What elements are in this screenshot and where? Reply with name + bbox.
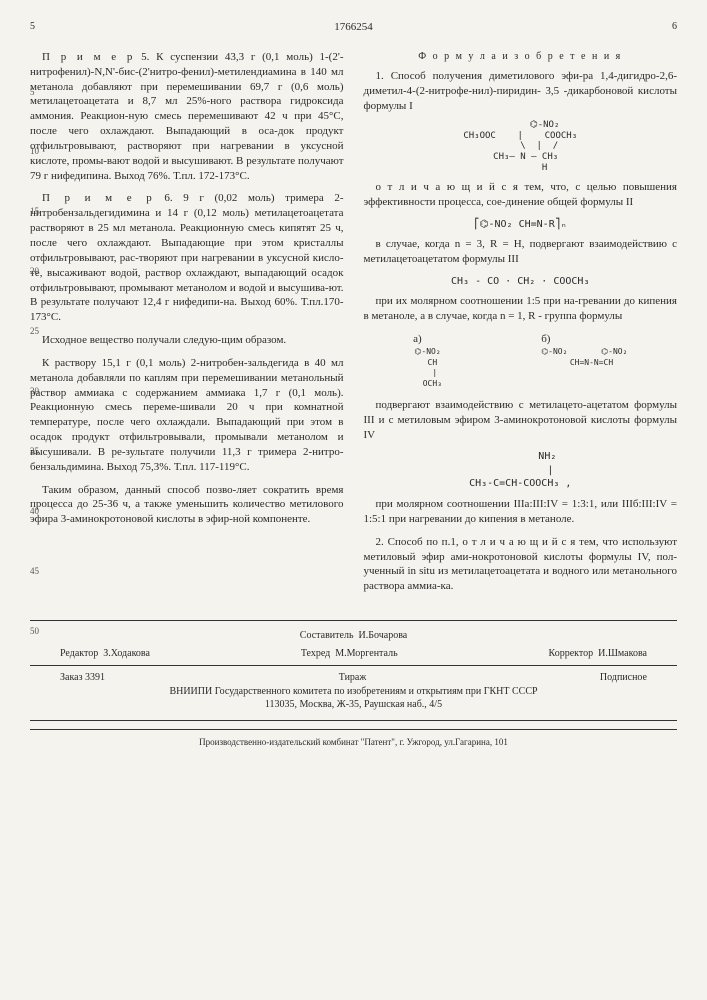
structure-1: ⌬-NO₂ CH₃OOC | COOCH₃ \ | / CH₃— N — CH₃… [364,120,678,174]
example-5: П р и м е р 5. К суспензии 43,3 г (0,1 м… [30,50,344,184]
subscribed: Подписное [600,671,647,685]
formula-heading: Ф о р м у л а и з о б р е т е н и я [364,50,678,64]
order-num: Заказ 3391 [60,671,105,685]
footer-compiler-row: Составитель И.Бочарова [30,629,677,643]
editor-label: Редактор [60,648,98,659]
compiler-label: Составитель [300,630,354,641]
structure-b: ⌬-NO₂ ⌬-NO₂ CH=N-N=CH [541,347,627,369]
example6-text: 6. 9 г (0,02 моль) тримера 2-нитробензал… [30,192,344,323]
claim1-cont5: при молярном соотношении IIIa:III:IV = 1… [364,497,678,527]
footer-editors-row: Редактор З.Ходакова Техред М.Моргенталь … [30,647,677,661]
solution-para: К раствору 15,1 г (0,1 моль) 2-нитробен-… [30,356,344,475]
line-marker-20: 20 [30,265,39,277]
claim1-cont: о т л и ч а ю щ и й с я тем, что, с цель… [364,180,678,210]
line-marker-40: 40 [30,505,39,517]
techred-label: Техред [301,648,330,659]
line-marker-5: 5 [30,86,35,98]
structure-a: ⌬-NO₂ CH | OCH₃ [413,347,442,390]
editor-block: Редактор З.Ходакова [60,647,150,661]
label-b: б) [541,333,550,345]
claim1-cont4: подвергают взаимодействию с метилацето-а… [364,398,678,443]
editor-name: З.Ходакова [103,648,150,659]
formula-3: CH₃ - CO · CH₂ · COOCH₃ [364,275,678,289]
document-number: 1766254 [35,20,672,35]
example6-heading: П р и м е р [42,192,154,204]
corrector-name: И.Шмакова [598,648,647,659]
structure-a-wrap: а) ⌬-NO₂ CH | OCH₃ [413,332,442,390]
line-marker-25: 25 [30,325,39,337]
structure-b-wrap: б) ⌬-NO₂ ⌬-NO₂ CH=N-N=CH [541,332,627,390]
order-line: Заказ 3391 Тираж Подписное [30,671,677,685]
line-marker-50: 50 [30,625,39,637]
left-column: П р и м е р 5. К суспензии 43,3 г (0,1 м… [30,50,344,600]
line-marker-30: 30 [30,385,39,397]
conclusion-para: Таким образом, данный способ позво-ляет … [30,483,344,528]
line-marker-45: 45 [30,565,39,577]
example-6: П р и м е р 6. 9 г (0,02 моль) тримера 2… [30,191,344,325]
right-page-num: 6 [672,20,677,35]
line-marker-15: 15 [30,205,39,217]
formula-2: ⎡⌬-NO₂ CH=N-R⎤ₙ [364,218,678,232]
formula-4: NH₂ | CH₃-C=CH-COOCH₃ , [364,450,678,491]
techred-block: Техред М.Моргенталь [301,647,398,661]
line-marker-35: 35 [30,445,39,457]
address-line: 113035, Москва, Ж-35, Раушская наб., 4/5 [30,698,677,712]
line-marker-10: 10 [30,145,39,157]
claim1-cont3: при их молярном соотношении 1:5 при на-г… [364,294,678,324]
claim-2: 2. Способ по п.1, о т л и ч а ю щ и й с … [364,535,678,594]
right-column: Ф о р м у л а и з о б р е т е н и я 1. С… [364,50,678,600]
two-columns: П р и м е р 5. К суспензии 43,3 г (0,1 м… [30,50,677,600]
vniipi-line: ВНИИПИ Государственного комитета по изоб… [30,685,677,699]
corrector-label: Корректор [549,648,594,659]
content: 5 10 15 20 25 30 35 40 45 50 П р и м е р… [30,50,677,600]
structures-ab: а) ⌬-NO₂ CH | OCH₃ б) ⌬-NO₂ ⌬-NO₂ CH=N-N… [364,332,678,390]
label-a: а) [413,333,422,345]
techred-name: М.Моргенталь [335,648,397,659]
claim1-cont2: в случае, когда n = 3, R = H, подвергают… [364,237,678,267]
page-header: 5 1766254 6 [30,20,677,35]
corrector-block: Корректор И.Шмакова [549,647,647,661]
footer-bottom: Производственно-издательский комбинат "П… [30,729,677,748]
tiraj: Тираж [339,671,367,685]
starting-material: Исходное вещество получали следую-щим об… [30,333,344,348]
example5-heading: П р и м е р [42,51,134,63]
footer-order-row: Заказ 3391 Тираж Подписное ВНИИПИ Госуда… [30,665,677,712]
claim-1: 1. Способ получения диметилового эфи-ра … [364,69,678,114]
example5-text: 5. К суспензии 43,3 г (0,1 моль) 1-(2'-н… [30,51,344,182]
footer: Составитель И.Бочарова Редактор З.Ходако… [30,620,677,721]
compiler-name: И.Бочарова [359,630,408,641]
